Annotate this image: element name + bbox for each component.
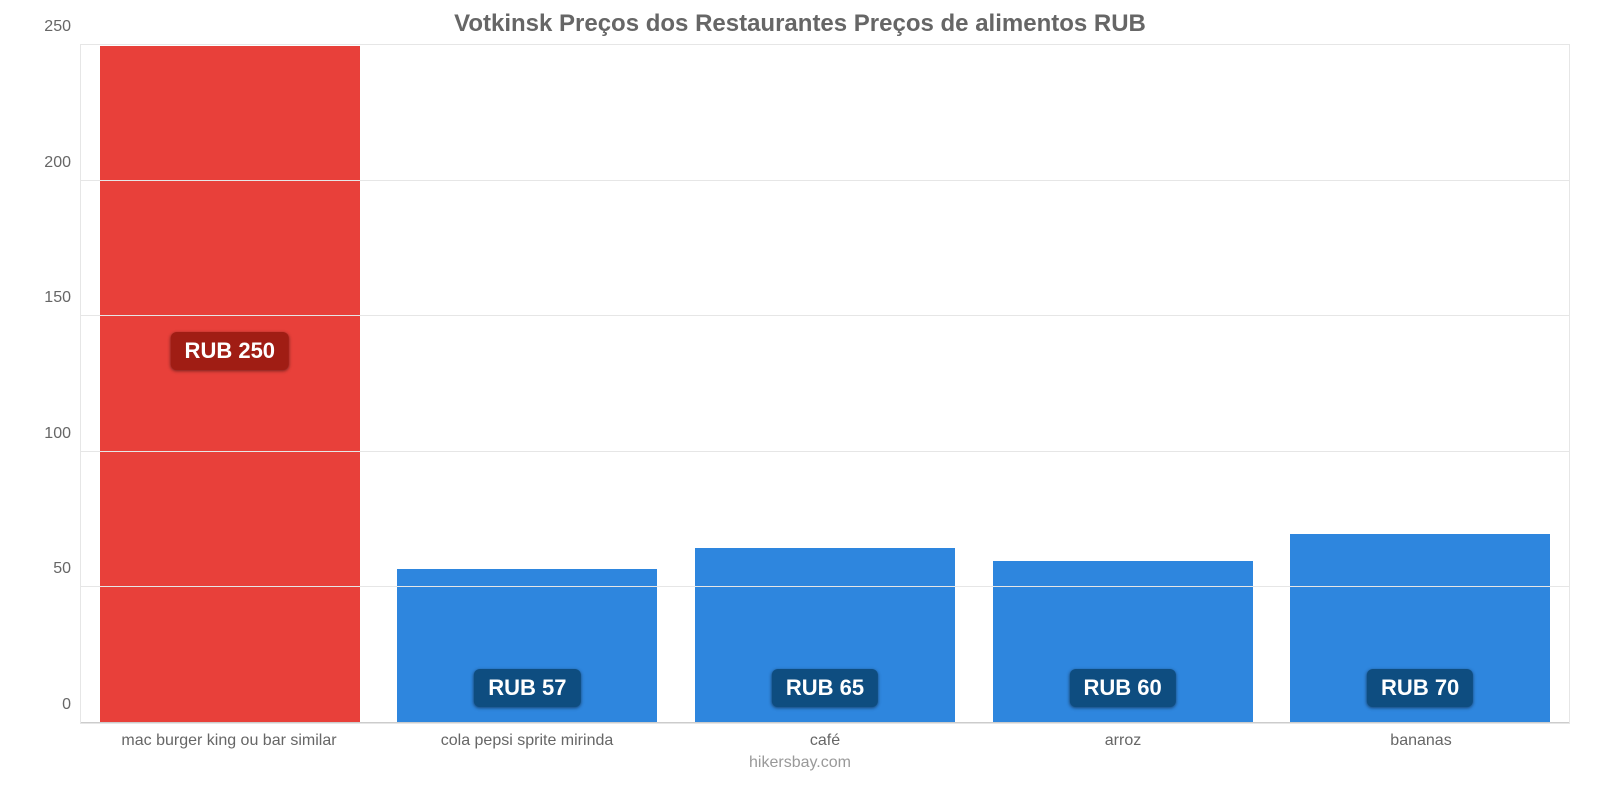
bar-slot: RUB 65 [676, 45, 974, 723]
bar-slot: RUB 60 [974, 45, 1272, 723]
y-tick-label: 200 [44, 154, 81, 172]
value-badge: RUB 57 [474, 669, 580, 707]
bar-slot: RUB 57 [379, 45, 677, 723]
grid-line [81, 451, 1569, 452]
y-tick-label: 250 [44, 18, 81, 36]
y-tick-label: 150 [44, 289, 81, 307]
grid-line [81, 315, 1569, 316]
value-badge: RUB 60 [1069, 669, 1175, 707]
value-badge: RUB 250 [171, 332, 289, 370]
x-tick-label: bananas [1272, 732, 1570, 750]
x-tick-label: cola pepsi sprite mirinda [378, 732, 676, 750]
y-tick-label: 100 [44, 425, 81, 443]
x-tick-label: mac burger king ou bar similar [80, 732, 378, 750]
y-tick-label: 50 [53, 560, 81, 578]
chart-title: Votkinsk Preços dos Restaurantes Preços … [20, 10, 1580, 38]
bars-container: RUB 250 RUB 57 RUB 65 RUB 60 RUB 70 [81, 45, 1569, 723]
value-badge: RUB 70 [1367, 669, 1473, 707]
bar-slot: RUB 250 [81, 45, 379, 723]
grid-line [81, 180, 1569, 181]
x-tick-label: café [676, 732, 974, 750]
bar: RUB 70 [1289, 533, 1551, 723]
bar: RUB 60 [992, 560, 1254, 723]
bar-slot: RUB 70 [1271, 45, 1569, 723]
x-axis-labels: mac burger king ou bar similarcola pepsi… [80, 732, 1570, 750]
y-tick-label: 0 [62, 696, 81, 714]
x-axis-baseline [81, 722, 1569, 723]
price-bar-chart: Votkinsk Preços dos Restaurantes Preços … [0, 0, 1600, 800]
x-tick-label: arroz [974, 732, 1272, 750]
value-badge: RUB 65 [772, 669, 878, 707]
bar: RUB 57 [396, 568, 658, 723]
bar: RUB 65 [694, 547, 956, 723]
bar: RUB 250 [99, 45, 361, 723]
chart-footer: hikersbay.com [20, 754, 1580, 772]
plot-area: RUB 250RUB 57RUB 65RUB 60RUB 70 05010015… [80, 44, 1570, 724]
grid-line [81, 586, 1569, 587]
